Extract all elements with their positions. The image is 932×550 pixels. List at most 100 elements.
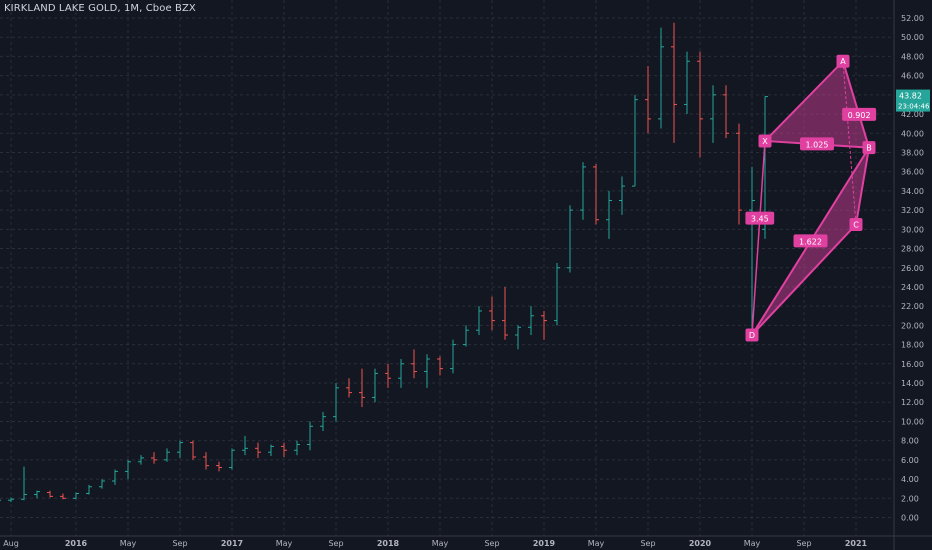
y-tick-label: 18.00 [901, 341, 924, 350]
ohlc-bar[interactable] [645, 66, 651, 134]
ohlc-bar[interactable] [346, 378, 352, 398]
ohlc-bar[interactable] [359, 368, 365, 408]
ohlc-bar[interactable] [736, 123, 742, 225]
ohlc-bar[interactable] [619, 176, 625, 215]
y-tick-label: 42.00 [901, 110, 924, 119]
y-tick-label: 34.00 [901, 187, 924, 196]
ohlc-bar[interactable] [294, 440, 300, 456]
x-tick-label: 2021 [845, 539, 868, 548]
ohlc-bar[interactable] [554, 262, 560, 326]
point-label-text: B [866, 144, 872, 153]
point-label-box [849, 218, 863, 232]
ohlc-bar[interactable] [541, 310, 547, 340]
ohlc-bar[interactable] [112, 469, 118, 485]
ohlc-bar[interactable] [281, 442, 287, 457]
ohlc-bar[interactable] [138, 455, 144, 465]
point-label-text: D [749, 331, 755, 340]
ohlc-bar[interactable] [684, 51, 690, 115]
pattern-leg-xd [751, 140, 766, 336]
ohlc-bar[interactable] [502, 286, 508, 340]
ohlc-bar[interactable] [307, 421, 313, 451]
ohlc-bar[interactable] [164, 448, 170, 462]
ohlc-bar[interactable] [0, 498, 1, 502]
ohlc-bar[interactable] [177, 440, 183, 458]
ohlc-bar[interactable] [99, 479, 105, 489]
ohlc-bar[interactable] [216, 461, 222, 472]
y-axis[interactable]: 0.00 2.00 4.00 6.00 8.00 10.00 12.00 14.00 16.00… [901, 14, 924, 523]
ohlc-bar[interactable] [268, 444, 274, 457]
ohlc-bar[interactable] [320, 411, 326, 432]
y-tick-label: 22.00 [901, 302, 924, 311]
pattern-ratio-label[interactable]: 1.622 [793, 234, 828, 248]
x-tick-label: May [588, 539, 605, 548]
pattern-point-b[interactable]: B [862, 141, 876, 155]
ohlc-bar[interactable] [437, 356, 443, 376]
harmonic-pattern[interactable]: 1.025 0.902 1.622 3.45 X A B C D [745, 54, 877, 342]
ohlc-bar[interactable] [723, 85, 729, 139]
ohlc-bar[interactable] [333, 383, 339, 422]
pattern-ratio-label[interactable]: 3.45 [745, 211, 775, 225]
ohlc-bar[interactable] [73, 492, 79, 500]
ohlc-bar[interactable] [125, 459, 131, 480]
ohlc-bar[interactable] [580, 162, 586, 220]
ohlc-bar[interactable] [567, 205, 573, 273]
ohlc-bar[interactable] [658, 27, 664, 129]
ohlc-bar[interactable] [671, 22, 677, 143]
x-tick-label: Aug [3, 539, 19, 548]
ohlc-bar[interactable] [593, 164, 599, 225]
ohlc-bar[interactable] [632, 94, 638, 187]
ohlc-bar[interactable] [528, 306, 534, 335]
ratio-label-box [800, 137, 834, 151]
pattern-point-x[interactable]: X [758, 134, 772, 148]
ohlc-bar[interactable] [385, 363, 391, 388]
ohlc-bar[interactable] [710, 85, 716, 143]
pattern-point-a[interactable]: A [836, 54, 850, 68]
point-label-text: A [840, 57, 846, 66]
y-tick-label: 20.00 [901, 321, 924, 330]
x-tick-label: Sep [172, 539, 187, 548]
ohlc-bar[interactable] [411, 349, 417, 379]
ohlc-bar[interactable] [151, 452, 157, 464]
ohlc-bar[interactable] [60, 493, 66, 500]
x-tick-label: 2019 [533, 539, 556, 548]
price-badge-box [896, 89, 930, 112]
price-badge-value: 43.82 [899, 92, 922, 101]
ohlc-bar[interactable] [463, 325, 469, 347]
ohlc-bar[interactable] [242, 435, 248, 456]
ohlc-bar[interactable] [515, 325, 521, 350]
y-tick-label: 40.00 [901, 129, 924, 138]
ohlc-bar[interactable] [34, 490, 40, 499]
point-label-box [836, 54, 850, 68]
ohlc-bar[interactable] [606, 190, 612, 239]
ohlc-bar[interactable] [8, 497, 14, 503]
pattern-point-c[interactable]: C [849, 218, 863, 232]
x-tick-label: May [744, 539, 761, 548]
ohlc-bar[interactable] [190, 440, 196, 460]
ohlc-bar[interactable] [476, 306, 482, 335]
ohlc-bar[interactable] [450, 339, 456, 374]
ohlc-bar[interactable] [86, 484, 92, 495]
ohlc-bar[interactable] [229, 448, 235, 470]
point-label-box [745, 328, 759, 342]
ohlc-bar[interactable] [489, 296, 495, 331]
y-tick-label: 12.00 [901, 398, 924, 407]
ohlc-bar[interactable] [398, 359, 404, 388]
ratio-label-text: 1.622 [799, 237, 822, 246]
chart-title: KIRKLAND LAKE GOLD, 1M, Cboe BZX [4, 3, 196, 14]
pattern-point-d[interactable]: D [745, 328, 759, 342]
ohlc-bar[interactable] [255, 442, 261, 458]
ohlc-bar[interactable] [47, 490, 53, 498]
y-tick-label: 52.00 [901, 14, 924, 23]
ohlc-bar[interactable] [749, 166, 755, 335]
pattern-ratio-label[interactable]: 0.902 [842, 107, 877, 121]
ratio-label-text: 3.45 [751, 215, 769, 224]
pattern-ratio-label[interactable]: 1.025 [800, 137, 834, 151]
ohlc-bar[interactable] [21, 466, 27, 501]
x-tick-label: May [432, 539, 449, 548]
ohlc-bar[interactable] [203, 452, 209, 470]
x-axis[interactable]: Aug 2016 May Sep 2017 May Sep 2018 May Sep 2019 May… [3, 539, 867, 548]
ohlc-bar[interactable] [697, 51, 703, 158]
ohlc-bar[interactable] [424, 354, 430, 388]
ohlc-bar[interactable] [372, 368, 378, 403]
